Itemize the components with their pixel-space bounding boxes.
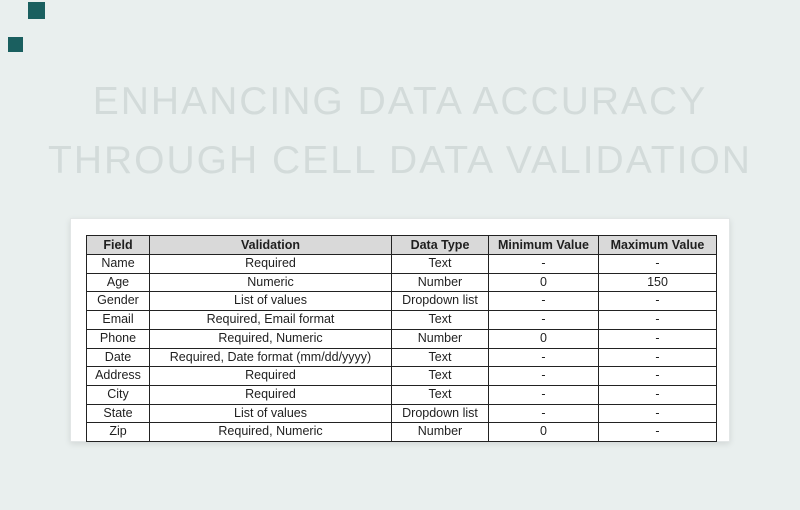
table-cell: Text xyxy=(391,347,489,368)
table-cell: Text xyxy=(391,310,489,330)
table-cell: - xyxy=(488,347,599,368)
table-cell: - xyxy=(488,254,599,274)
table-cell: - xyxy=(598,310,717,330)
table-card: Field Validation Data Type Minimum Value… xyxy=(70,218,730,443)
table-cell: Text xyxy=(391,384,489,405)
table-cell: Required xyxy=(149,254,392,274)
table-cell: - xyxy=(598,347,717,368)
table-cell: State xyxy=(86,403,150,424)
table-row: City Required Text - - xyxy=(86,384,717,405)
table-row: Gender List of values Dropdown list - - xyxy=(86,291,717,312)
table-cell: Date xyxy=(86,347,150,368)
table-cell: List of values xyxy=(149,403,392,424)
table-cell: 0 xyxy=(488,422,599,443)
table-cell: Numeric xyxy=(149,272,392,293)
validation-table: Field Validation Data Type Minimum Value… xyxy=(86,235,717,443)
table-cell: 150 xyxy=(598,272,717,293)
page-title-line-2: THROUGH CELL DATA VALIDATION xyxy=(48,139,752,182)
page-title-line-1: ENHANCING DATA ACCURACY xyxy=(92,80,708,123)
table-cell: Phone xyxy=(86,328,150,349)
table-cell: Dropdown list xyxy=(391,291,489,312)
table-cell: Email xyxy=(86,310,150,330)
page-title: ENHANCING DATA ACCURACY THROUGH CELL DAT… xyxy=(0,72,800,190)
table-cell: - xyxy=(598,422,717,443)
table-cell: Text xyxy=(391,254,489,274)
table-cell: City xyxy=(86,384,150,405)
table-cell: Address xyxy=(86,366,150,386)
column-header-validation: Validation xyxy=(149,235,392,255)
table-cell: Number xyxy=(391,272,489,293)
table-cell: Required, Numeric xyxy=(149,328,392,349)
table-cell: Age xyxy=(86,272,150,293)
table-cell: - xyxy=(598,384,717,405)
column-header-data-type: Data Type xyxy=(391,235,489,255)
table-cell: 0 xyxy=(488,328,599,349)
table-cell: Required xyxy=(149,366,392,386)
column-header-maximum-value: Maximum Value xyxy=(598,235,717,255)
table-row: Address Required Text - - xyxy=(86,366,717,386)
table-cell: Number xyxy=(391,328,489,349)
table-cell: Number xyxy=(391,422,489,443)
table-row: Date Required, Date format (mm/dd/yyyy) Te… xyxy=(86,347,717,368)
table-cell: Name xyxy=(86,254,150,274)
table-cell: - xyxy=(488,384,599,405)
table-cell: Text xyxy=(391,366,489,386)
table-row: Age Numeric Number 0 150 xyxy=(86,272,717,293)
table-cell: Required, Numeric xyxy=(149,422,392,443)
table-row: Zip Required, Numeric Number 0- xyxy=(86,422,717,443)
table-cell: Required, Email format xyxy=(149,310,392,330)
table-cell: Dropdown list xyxy=(391,403,489,424)
table-cell: List of values xyxy=(149,291,392,312)
table-cell: - xyxy=(488,291,599,312)
table-cell: - xyxy=(598,254,717,274)
table-row: Email Required, Email format Text - - xyxy=(86,310,717,330)
table-cell: - xyxy=(598,403,717,424)
table-cell: - xyxy=(488,403,599,424)
table-cell: Required xyxy=(149,384,392,405)
table-body: Name Required Text - - Age Numeric Number 0 150 Ge… xyxy=(86,254,717,443)
table-row: Name Required Text - - xyxy=(86,254,717,274)
table-cell: Zip xyxy=(86,422,150,443)
table-cell: Gender xyxy=(86,291,150,312)
table-header-row: Field Validation Data Type Minimum Value… xyxy=(86,235,717,255)
table-cell: - xyxy=(598,328,717,349)
table-cell: - xyxy=(598,366,717,386)
table-row: State List of values Dropdown list - - xyxy=(86,403,717,424)
table-row: Phone Required, Numeric Number 0- xyxy=(86,328,717,349)
table-cell: - xyxy=(598,291,717,312)
column-header-field: Field xyxy=(86,235,150,255)
table-cell: - xyxy=(488,310,599,330)
accent-square-top-icon xyxy=(28,2,45,19)
accent-square-left-icon xyxy=(8,37,23,52)
column-header-minimum-value: Minimum Value xyxy=(488,235,599,255)
table-cell: - xyxy=(488,366,599,386)
table-cell: Required, Date format (mm/dd/yyyy) xyxy=(149,347,392,368)
table-cell: 0 xyxy=(488,272,599,293)
